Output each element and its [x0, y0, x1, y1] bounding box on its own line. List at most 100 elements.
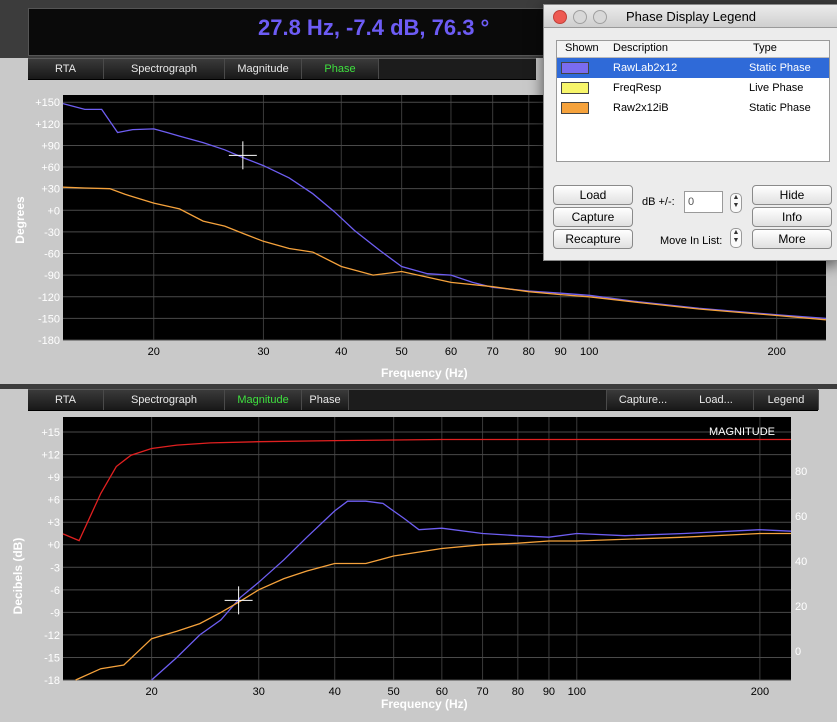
y-tick-label: +0 — [47, 540, 60, 552]
x-tick-label: 30 — [253, 686, 265, 698]
y-tick-label: +6 — [47, 495, 60, 507]
legend-row[interactable]: FreqResp Live Phase — [557, 78, 829, 98]
move-in-list-stepper[interactable]: ▲ ▼ — [730, 228, 742, 248]
column-description[interactable]: Description — [613, 42, 669, 54]
legend-row-description: Raw2x12iB — [613, 102, 669, 114]
legend-row-type: Static Phase — [749, 62, 811, 74]
y2-tick-label: 40 — [795, 556, 807, 568]
y-tick-label: -18 — [44, 675, 60, 687]
x-tick-label: 40 — [329, 686, 341, 698]
legend-row[interactable]: RawLab2x12 Static Phase — [557, 58, 829, 78]
info-button[interactable]: Info — [752, 207, 832, 227]
x-tick-label: 70 — [476, 686, 488, 698]
y-tick-label: -120 — [38, 292, 60, 304]
magnitude-chart[interactable]: +15 +12 +9 +6 +3 +0 -3 -6 -9 -12 -15 -18 20 30 40 50 60 7… — [0, 409, 837, 699]
y2-tick-label: 0 — [795, 646, 801, 658]
x-tick-label: 90 — [555, 346, 567, 358]
y-tick-label: +12 — [41, 450, 60, 462]
x-tick-label: 20 — [145, 686, 157, 698]
close-window-button[interactable] — [553, 10, 567, 24]
y-tick-label: -60 — [44, 249, 60, 261]
magnitude-x-label: Frequency (Hz) — [381, 697, 468, 711]
x-tick-label: 20 — [148, 346, 160, 358]
series-line — [75, 532, 791, 681]
y-tick-label: -12 — [44, 630, 60, 642]
series-line — [62, 102, 827, 320]
phase-x-label: Frequency (Hz) — [381, 366, 468, 380]
column-shown[interactable]: Shown — [565, 42, 599, 54]
window-titlebar[interactable]: Phase Display Legend — [544, 5, 837, 28]
legend-row-description: FreqResp — [613, 82, 662, 94]
legend-row-type: Static Phase — [749, 102, 811, 114]
db-offset-input[interactable]: 0 — [684, 191, 723, 213]
minimize-window-button[interactable] — [573, 10, 587, 24]
x-tick-label: 60 — [436, 686, 448, 698]
x-tick-label: 30 — [257, 346, 269, 358]
y2-tick-label: 20 — [795, 601, 807, 613]
y-tick-label: +3 — [47, 517, 60, 529]
y-tick-label: +15 — [41, 427, 60, 439]
y-tick-label: -15 — [44, 652, 60, 664]
legend-row-description: RawLab2x12 — [613, 62, 678, 74]
tab-magnitude[interactable]: Magnitude — [225, 59, 302, 79]
legend-table: Shown Description Type RawLab2x12 Static… — [556, 40, 830, 162]
tab-phase[interactable]: Phase — [302, 59, 379, 79]
phase-tabbar: RTA Spectrograph Magnitude Phase — [28, 58, 536, 80]
tab-spectrograph[interactable]: Spectrograph — [104, 59, 225, 79]
capture-menu-button[interactable]: Capture... — [606, 390, 680, 410]
capture-button[interactable]: Capture — [553, 207, 633, 227]
y2-tick-label: 80 — [795, 466, 807, 478]
column-type[interactable]: Type — [753, 42, 777, 54]
x-tick-label: 100 — [568, 686, 586, 698]
magnitude-tabbar: RTA Spectrograph Magnitude Phase Capture… — [28, 389, 819, 411]
move-in-list-label: Move In List: — [660, 235, 723, 247]
x-tick-label: 40 — [335, 346, 347, 358]
y-tick-label: +150 — [35, 97, 60, 109]
tab-rta[interactable]: RTA — [28, 59, 104, 79]
x-tick-label: 200 — [751, 686, 769, 698]
x-tick-label: 100 — [580, 346, 598, 358]
y-tick-label: -9 — [50, 607, 60, 619]
window-title: Phase Display Legend — [625, 9, 757, 24]
more-button[interactable]: More — [752, 229, 832, 249]
tab-phase[interactable]: Phase — [302, 390, 349, 410]
phase-legend-window: Phase Display Legend Shown Description T… — [543, 4, 837, 261]
tab-rta[interactable]: RTA — [28, 390, 104, 410]
y-tick-label: +90 — [41, 140, 60, 152]
x-tick-label: 50 — [396, 346, 408, 358]
series-color-swatch[interactable] — [561, 82, 589, 94]
y-tick-label: -90 — [44, 270, 60, 282]
y-tick-label: -6 — [50, 585, 60, 597]
x-tick-label: 60 — [445, 346, 457, 358]
load-menu-button[interactable]: Load... — [679, 390, 754, 410]
series-color-swatch[interactable] — [561, 102, 589, 114]
db-offset-label: dB +/-: — [642, 196, 675, 208]
load-button[interactable]: Load — [553, 185, 633, 205]
plot-area — [63, 417, 791, 680]
hide-button[interactable]: Hide — [752, 185, 832, 205]
x-tick-label: 80 — [512, 686, 524, 698]
y-tick-label: +120 — [35, 119, 60, 131]
legend-row-type: Live Phase — [749, 82, 804, 94]
series-color-swatch[interactable] — [561, 62, 589, 74]
tab-magnitude[interactable]: Magnitude — [225, 390, 302, 410]
magnitude-overlay-label: MAGNITUDE — [709, 426, 775, 438]
recapture-button[interactable]: Recapture — [553, 229, 633, 249]
db-offset-stepper[interactable]: ▲ ▼ — [730, 193, 742, 213]
y-tick-label: +60 — [41, 162, 60, 174]
y-tick-label: +9 — [47, 472, 60, 484]
tab-spectrograph[interactable]: Spectrograph — [104, 390, 225, 410]
x-tick-label: 80 — [523, 346, 535, 358]
y-tick-label: -3 — [50, 562, 60, 574]
series-line — [62, 186, 827, 321]
x-tick-label: 90 — [543, 686, 555, 698]
readout-bar — [28, 8, 570, 56]
y-tick-label: -30 — [44, 227, 60, 239]
legend-row[interactable]: Raw2x12iB Static Phase — [557, 98, 829, 118]
legend-button[interactable]: Legend — [754, 390, 819, 410]
x-tick-label: 200 — [767, 346, 785, 358]
zoom-window-button[interactable] — [593, 10, 607, 24]
legend-table-header: Shown Description Type — [557, 41, 829, 58]
y2-tick-label: 60 — [795, 511, 807, 523]
y-tick-label: -150 — [38, 313, 60, 325]
